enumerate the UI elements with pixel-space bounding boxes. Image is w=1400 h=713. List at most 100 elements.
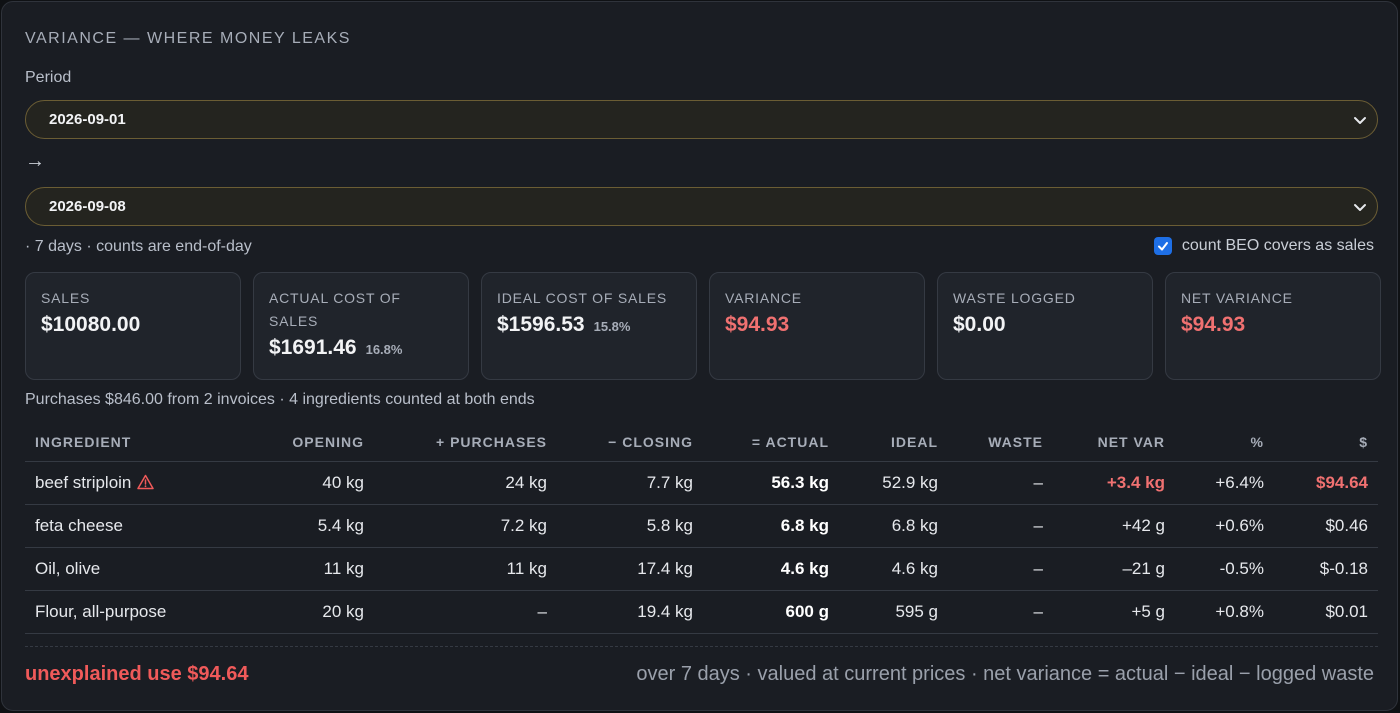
unexplained-use: unexplained use $94.64 [25,663,249,685]
cell-percent: +6.4% [1175,461,1274,505]
card-percent: 15.8% [593,319,631,334]
col-dollars[interactable]: $ [1274,423,1378,462]
cell-net-var: +42 g [1053,504,1175,548]
cell-waste: – [948,504,1053,548]
card-value: $94.93 [725,313,909,337]
cell-dollars: $-0.18 [1274,547,1378,591]
beo-checkbox-label: count BEO covers as sales [1181,237,1374,254]
period-label: Period [25,69,72,86]
chevron-down-icon [1354,117,1366,124]
card-label: ACTUAL COST OF SALES [269,290,401,329]
cell-net-var: +3.4 kg [1053,461,1175,505]
cell-ingredient: Oil, olive [25,547,220,591]
cell-closing: 7.7 kg [557,461,703,505]
cell-ingredient: feta cheese [25,504,220,548]
card-value-text: $94.93 [725,313,790,336]
table-row[interactable]: Flour, all-purpose 20 kg – 19.4 kg 600 g… [25,590,1378,634]
col-ideal[interactable]: IDEAL [839,423,948,462]
cell-ingredient: Flour, all-purpose [25,590,220,634]
beo-covers-toggle[interactable]: count BEO covers as sales [1153,237,1374,255]
cell-actual: 6.8 kg [703,504,839,548]
cell-opening: 11 kg [220,547,374,591]
arrow-right-icon: → [25,150,45,172]
cell-percent: -0.5% [1175,547,1274,591]
cell-ideal: 6.8 kg [839,504,948,548]
cell-net-var: –21 g [1053,547,1175,591]
period-start-value: 2026-09-01 [49,111,126,128]
card-variance: VARIANCE $94.93 [709,272,925,380]
cell-opening: 40 kg [220,461,374,505]
col-net-var[interactable]: NET VAR [1053,423,1175,462]
card-percent: 16.8% [365,342,403,357]
table-row[interactable]: feta cheese 5.4 kg 7.2 kg 5.8 kg 6.8 kg … [25,504,1378,548]
card-value-text: $0.00 [953,313,1006,336]
card-actual-cost: ACTUAL COST OF SALES $1691.46 16.8% [253,272,469,380]
checkmark-icon [1157,242,1168,251]
summary-cards: SALES $10080.00 ACTUAL COST OF SALES $16… [25,272,1381,380]
cell-actual: 56.3 kg [703,461,839,505]
period-meta: · 7 days · counts are end-of-day [25,238,252,255]
card-value: $1596.53 15.8% [497,313,681,337]
period-end-select[interactable]: 2026-09-08 [25,187,1378,226]
col-opening[interactable]: OPENING [220,423,374,462]
cell-closing: 19.4 kg [557,590,703,634]
card-ideal-cost: IDEAL COST OF SALES $1596.53 15.8% [481,272,697,380]
card-value: $1691.46 16.8% [269,336,453,360]
card-value: $10080.00 [41,313,225,337]
cell-dollars: $94.64 [1274,461,1378,505]
card-value-text: $1691.46 [269,336,357,359]
warning-icon [137,474,155,489]
cell-purchases: 11 kg [374,547,557,591]
cell-percent: +0.6% [1175,504,1274,548]
cell-purchases: 7.2 kg [374,504,557,548]
cell-waste: – [948,590,1053,634]
cell-closing: 5.8 kg [557,504,703,548]
col-actual[interactable]: = ACTUAL [703,423,839,462]
cell-dollars: $0.01 [1274,590,1378,634]
card-value-text: $10080.00 [41,313,141,336]
footer-divider [25,646,1378,647]
cell-percent: +0.8% [1175,590,1274,634]
footer-note: over 7 days · valued at current prices ·… [636,663,1374,685]
col-purchases[interactable]: + PURCHASES [374,423,557,462]
cell-dollars: $0.46 [1274,504,1378,548]
card-value-text: $94.93 [1181,313,1246,336]
card-waste-logged: WASTE LOGGED $0.00 [937,272,1153,380]
card-sales: SALES $10080.00 [25,272,241,380]
col-waste[interactable]: WASTE [948,423,1053,462]
cell-opening: 5.4 kg [220,504,374,548]
col-percent[interactable]: % [1175,423,1274,462]
cell-closing: 17.4 kg [557,547,703,591]
cell-ideal: 4.6 kg [839,547,948,591]
cell-ingredient: beef striploin [25,461,220,505]
col-ingredient[interactable]: INGREDIENT [25,423,220,462]
table-row[interactable]: Oil, olive 11 kg 11 kg 17.4 kg 4.6 kg 4.… [25,547,1378,591]
cell-net-var: +5 g [1053,590,1175,634]
cell-purchases: 24 kg [374,461,557,505]
card-value-text: $1596.53 [497,313,585,336]
cell-purchases: – [374,590,557,634]
cell-waste: – [948,547,1053,591]
variance-table: INGREDIENT OPENING + PURCHASES − CLOSING… [25,423,1378,634]
card-value: $0.00 [953,313,1137,337]
card-label: NET VARIANCE [1181,290,1293,306]
card-label: IDEAL COST OF SALES [497,290,668,306]
cell-actual: 600 g [703,590,839,634]
period-start-select[interactable]: 2026-09-01 [25,100,1378,139]
cell-ideal: 52.9 kg [839,461,948,505]
period-end-value: 2026-09-08 [49,198,126,215]
beo-checkbox[interactable] [1153,237,1172,255]
cell-waste: – [948,461,1053,505]
cell-opening: 20 kg [220,590,374,634]
card-value: $94.93 [1181,313,1365,337]
purchases-summary: Purchases $846.00 from 2 invoices · 4 in… [25,391,535,408]
table-row[interactable]: beef striploin 40 kg 24 kg 7.7 kg 56.3 k… [25,461,1378,505]
panel-title: VARIANCE — WHERE MONEY LEAKS [25,30,351,47]
ingredient-name: beef striploin [35,472,132,492]
table-header-row: INGREDIENT OPENING + PURCHASES − CLOSING… [25,423,1378,462]
col-closing[interactable]: − CLOSING [557,423,703,462]
cell-actual: 4.6 kg [703,547,839,591]
chevron-down-icon [1354,204,1366,211]
card-net-variance: NET VARIANCE $94.93 [1165,272,1381,380]
